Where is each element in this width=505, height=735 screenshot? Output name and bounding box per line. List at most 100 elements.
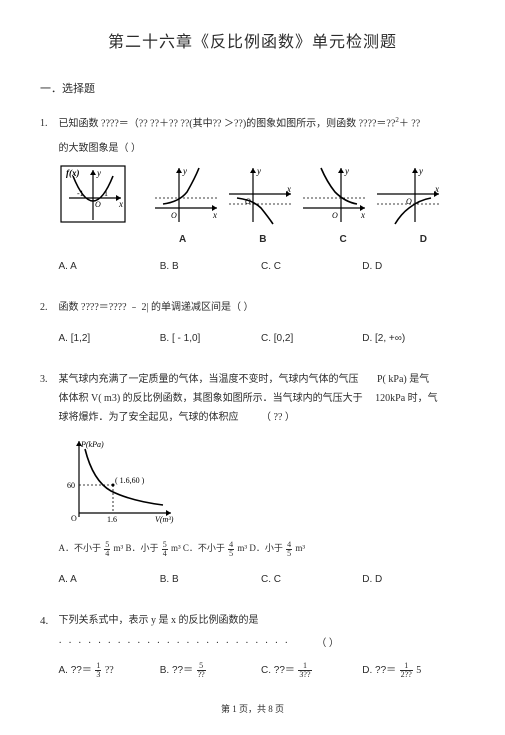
q1-opt-b: B. B xyxy=(160,261,179,272)
q1-opt-d: D. D xyxy=(362,261,382,272)
svg-text:-1: -1 xyxy=(77,189,84,198)
q3-line3b: （ ?? ） xyxy=(261,412,295,423)
svg-text:60: 60 xyxy=(67,481,75,490)
q3-options: A. A B. B C. C D. D xyxy=(59,570,464,589)
question-2: 2. 函数 ????＝???? ﹣ 2| 的单调递减区间是（ ） A. [1,2… xyxy=(40,298,465,348)
q2-number: 2. xyxy=(40,298,56,317)
q1-label-d: D xyxy=(383,230,463,249)
q3-inline-options: A．不小于 54 m³ B．小于 54 m³ C．不小于 45 m³ D．小于 … xyxy=(59,540,464,557)
svg-text:x: x xyxy=(212,210,217,220)
svg-text:O: O xyxy=(71,514,77,523)
q4-number: 4. xyxy=(40,611,56,632)
svg-text:x: x xyxy=(286,184,291,194)
q4-paren: （ ） xyxy=(316,638,339,649)
q1-given-graph: f(x) y x -1 O 1 xyxy=(59,164,129,226)
q4-options: A. ??＝ 13 ?? B. ??＝ 5?? C. ??＝ 13?? D. ?… xyxy=(59,661,464,680)
q4-opt-d: D. ??＝ 12?? 5 xyxy=(362,661,463,680)
q4-body: 下列关系式中，表示 y 是 x 的反比例函数的是 · · · · · · · ·… xyxy=(59,611,464,680)
q3-line3: 球将爆炸．为了安全起见，气球的体积应 xyxy=(59,412,239,423)
q4-opt-c-pre: C. ??＝ xyxy=(261,665,295,676)
svg-text:O: O xyxy=(171,211,177,220)
page-title: 第二十六章《反比例函数》单元检测题 xyxy=(40,28,465,52)
q4-opt-b-pre: B. ??＝ xyxy=(160,665,193,676)
svg-text:x: x xyxy=(118,199,123,209)
frac-4-5-c: 45 xyxy=(228,541,234,558)
q2-opt-b: B. [ - 1,0] xyxy=(160,333,201,344)
q1-option-graph-a: y x O xyxy=(151,164,221,226)
q1-body: 已知函数 ????＝（?? ??＋?? ??(其中?? ＞??)的图象如图所示，… xyxy=(59,114,464,276)
q1-options: A. A B. B C. C D. D xyxy=(59,257,464,276)
q3-opt-c: C. C xyxy=(261,574,281,585)
svg-text:x: x xyxy=(434,184,439,194)
frac-q4b: 5?? xyxy=(197,662,206,679)
svg-text:y: y xyxy=(182,166,187,176)
q2-options: A. [1,2] B. [ - 1,0] C. [0,2] D. [2, +∞) xyxy=(59,329,464,348)
q3-line1b: P( kPa) 是气 xyxy=(377,374,429,385)
dots-left: · · · · · · · · · · · · · · · · · · · · … xyxy=(59,638,290,649)
section-heading: 一．选择题 xyxy=(40,80,465,96)
q3-opt-b: B. B xyxy=(160,574,179,585)
svg-text:O: O xyxy=(332,211,338,220)
svg-text:( 1.6,60 ): ( 1.6,60 ) xyxy=(115,476,145,485)
q2-opt-a: A. [1,2] xyxy=(59,333,91,344)
svg-text:O: O xyxy=(245,197,251,206)
q1-opt-c: C. C xyxy=(261,261,281,272)
q2-body: 函数 ????＝???? ﹣ 2| 的单调递减区间是（ ） A. [1,2] B… xyxy=(59,298,464,348)
frac-4-5-d: 45 xyxy=(286,541,292,558)
svg-text:y: y xyxy=(96,168,101,178)
frac-5-4-a: 54 xyxy=(104,541,110,558)
q1-line1a: 已知函数 ????＝（?? ??＋?? ??(其中?? ＞??)的图象如图所示，… xyxy=(59,118,396,129)
q1-option-graph-c: y x O xyxy=(299,164,369,226)
q3-graph-wrap: P(kPa) ( 1.6,60 ) 60 O 1.6 V(m³) xyxy=(59,435,464,532)
page: 第二十六章《反比例函数》单元检测题 一．选择题 1. 已知函数 ????＝（??… xyxy=(0,0,505,735)
q4-opt-a-suf: ?? xyxy=(105,665,114,676)
question-3: 3. 某气球内充满了一定质量的气体，当温度不变时，气球内气体的气压 P( kPa… xyxy=(40,370,465,588)
frac-5-4-b: 54 xyxy=(162,541,168,558)
q1-number: 1. xyxy=(40,114,56,133)
frac-q4c: 13?? xyxy=(298,662,311,679)
svg-text:1.6: 1.6 xyxy=(107,515,117,524)
q4-dots-row: · · · · · · · · · · · · · · · · · · · · … xyxy=(59,634,464,653)
q3-inA: A．不小于 xyxy=(59,543,102,553)
q3-line1a: 某气球内充满了一定质量的气体，当温度不变时，气球内气体的气压 xyxy=(59,374,359,385)
svg-text:V(m³): V(m³) xyxy=(155,515,174,524)
frac-q4d: 12?? xyxy=(400,662,413,679)
q4-opt-a-pre: A. ??＝ xyxy=(59,665,92,676)
svg-text:1: 1 xyxy=(104,189,108,198)
question-4: 4. 下列关系式中，表示 y 是 x 的反比例函数的是 · · · · · · … xyxy=(40,611,465,680)
question-1: 1. 已知函数 ????＝（?? ??＋?? ??(其中?? ＞??)的图象如图… xyxy=(40,114,465,276)
frac-q4a: 13 xyxy=(95,662,101,679)
q1-line1b: ＋ ?? xyxy=(399,118,420,129)
q1-option-graph-d: y x O xyxy=(373,164,443,226)
q4-text: 下列关系式中，表示 y 是 x 的反比例函数的是 xyxy=(59,615,259,626)
q3-number: 3. xyxy=(40,370,56,389)
svg-text:y: y xyxy=(418,166,423,176)
q3-line2a: 体体积 V( m3) 的反比例函数，其图象如图所示．当气球内的气压大于 xyxy=(59,393,363,404)
q1-label-b: B xyxy=(223,230,303,249)
svg-text:y: y xyxy=(256,166,261,176)
q1-option-graph-b: y x O xyxy=(225,164,295,226)
q1-line2: 的大致图象是（ ） xyxy=(59,143,142,154)
q4-opt-d-suf: 5 xyxy=(416,665,421,676)
q1-graph-row: f(x) y x -1 O 1 y x xyxy=(59,164,464,226)
q4-opt-c: C. ??＝ 13?? xyxy=(261,661,362,680)
svg-text:x: x xyxy=(360,210,365,220)
q3-inD: m³ D．小于 xyxy=(237,543,282,553)
q3-inB: m³ B．小于 xyxy=(114,543,159,553)
q3-opt-d: D. D xyxy=(362,574,382,585)
q1-label-c: C xyxy=(303,230,383,249)
svg-text:y: y xyxy=(344,166,349,176)
q3-pressure-graph: P(kPa) ( 1.6,60 ) 60 O 1.6 V(m³) xyxy=(59,435,179,525)
page-footer: 第 1 页，共 8 页 xyxy=(40,702,465,715)
q1-opt-a: A. A xyxy=(59,261,77,272)
svg-text:O: O xyxy=(406,197,412,206)
q3-inE: m³ xyxy=(295,543,305,553)
q4-opt-b: B. ??＝ 5?? xyxy=(160,661,261,680)
q2-text: 函数 ????＝???? ﹣ 2| 的单调递减区间是（ ） xyxy=(59,302,254,313)
q3-body: 某气球内充满了一定质量的气体，当温度不变时，气球内气体的气压 P( kPa) 是… xyxy=(59,370,464,588)
q3-opt-a: A. A xyxy=(59,574,77,585)
q2-opt-c: C. [0,2] xyxy=(261,333,293,344)
q1-label-a: A xyxy=(143,230,223,249)
q2-opt-d: D. [2, +∞) xyxy=(362,333,405,344)
q4-opt-d-pre: D. ??＝ xyxy=(362,665,396,676)
